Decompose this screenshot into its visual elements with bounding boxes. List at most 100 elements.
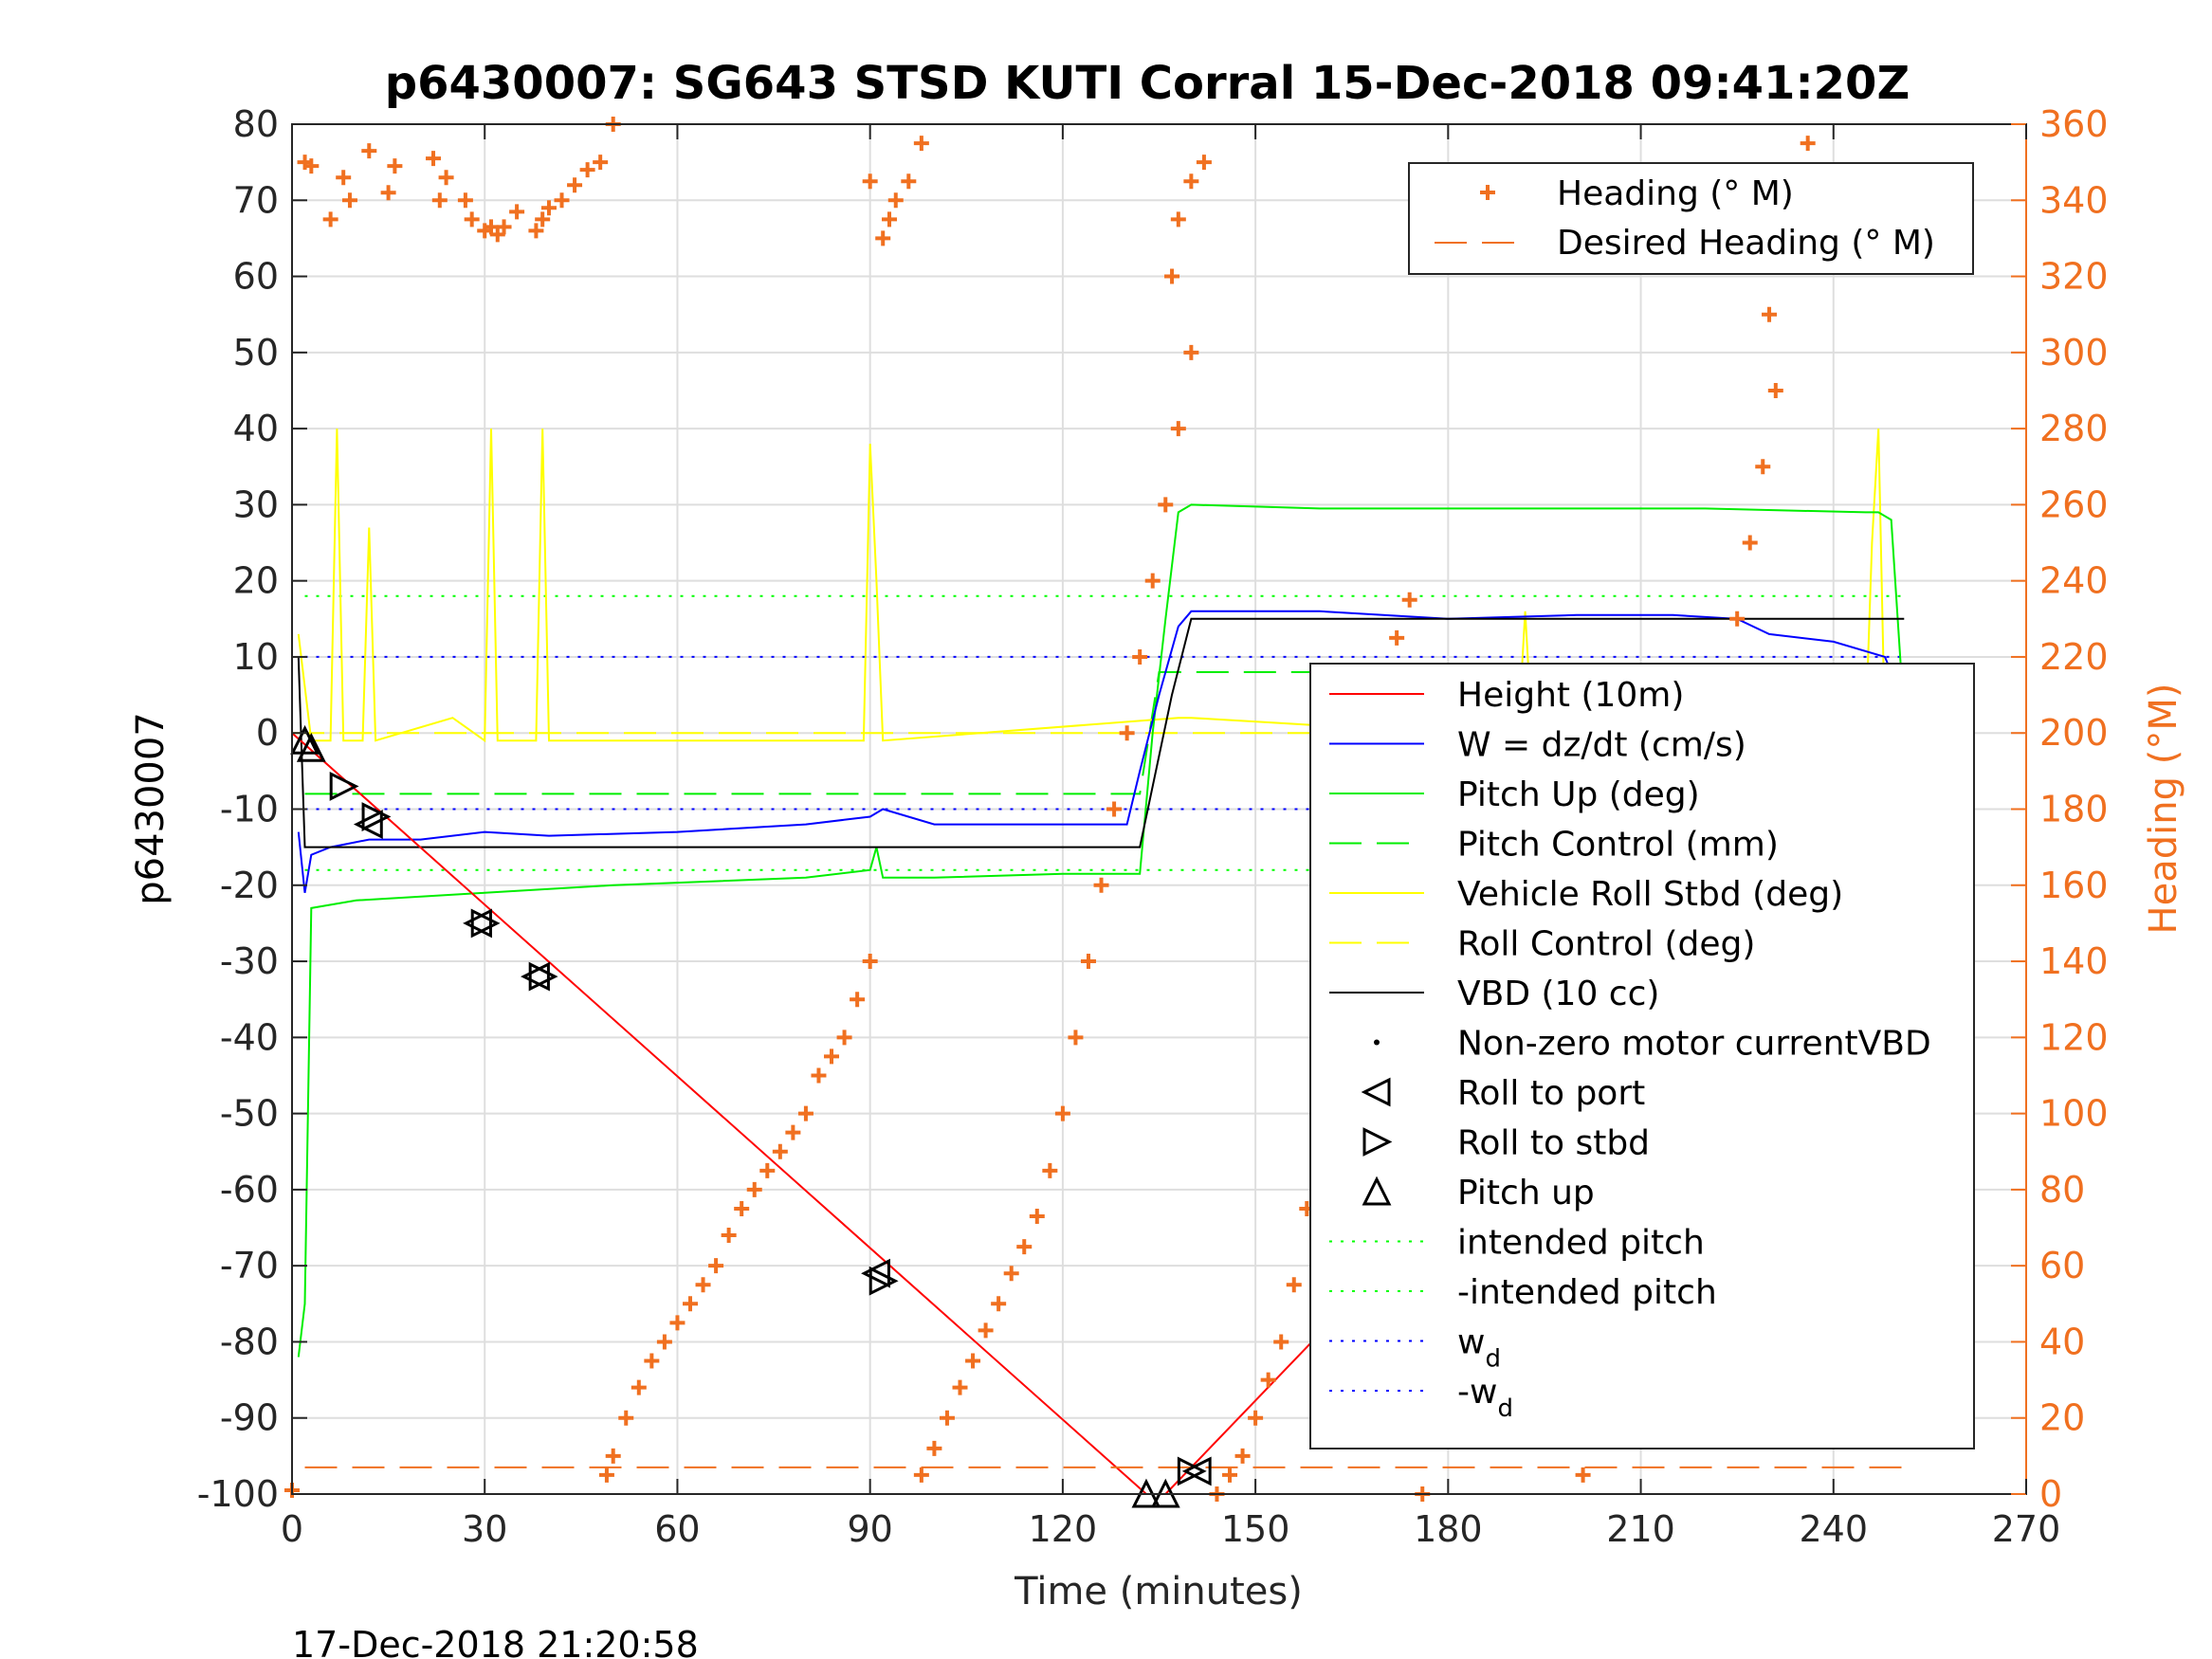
right-tick-label: 280 — [2039, 408, 2109, 449]
heading-point — [387, 158, 403, 174]
right-tick-label: 240 — [2039, 560, 2109, 602]
heading-point — [797, 1105, 814, 1121]
left-tick-label: 20 — [233, 560, 279, 602]
legend-pitch-up-marker-label: Pitch up — [1457, 1174, 1595, 1212]
heading-point — [836, 1030, 852, 1046]
heading-point — [1196, 155, 1212, 171]
right-tick-label: 40 — [2039, 1321, 2085, 1362]
heading-point — [605, 1448, 621, 1464]
heading-point — [978, 1322, 994, 1339]
left-tick-label: -70 — [220, 1245, 279, 1286]
chart-title: p6430007: SG643 STSD KUTI Corral 15-Dec-… — [385, 57, 1910, 110]
legend-height-label: Height (10m) — [1457, 676, 1684, 715]
right-tick-label: 80 — [2039, 1169, 2085, 1211]
legend-heading-label: Heading (° M) — [1557, 174, 1794, 213]
heading-legend: Heading (° M) Desired Heading (° M) — [1408, 162, 1974, 275]
heading-point — [759, 1162, 776, 1178]
left-tick-label: -90 — [220, 1397, 279, 1439]
right-tick-label: 0 — [2039, 1473, 2062, 1515]
legend-roll-to-stbd-label: Roll to stbd — [1457, 1124, 1650, 1163]
heading-point — [1029, 1208, 1045, 1224]
heading-point — [303, 158, 320, 174]
heading-point — [631, 1379, 647, 1395]
heading-point — [1401, 592, 1417, 608]
left-tick-label: -60 — [220, 1169, 279, 1211]
right-tick-label: 100 — [2039, 1093, 2109, 1135]
legend-neg-intended-pitch-label: -intended pitch — [1457, 1273, 1717, 1312]
right-tick-label: 160 — [2039, 865, 2109, 906]
heading-point — [426, 151, 442, 167]
heading-point — [1132, 648, 1148, 665]
heading-point — [457, 192, 473, 209]
heading-point — [1158, 497, 1174, 513]
heading-point — [952, 1379, 968, 1395]
left-tick-label: 0 — [256, 712, 279, 754]
vbd-series — [297, 617, 1905, 848]
heading-point — [644, 1353, 660, 1369]
heading-point — [509, 204, 525, 220]
roll-to-port-marker — [353, 810, 383, 839]
x-tick-label: 210 — [1606, 1508, 1675, 1550]
heading-point — [593, 155, 609, 171]
x-tick-label: 90 — [847, 1508, 892, 1550]
heading-point — [464, 211, 480, 228]
heading-point — [1003, 1266, 1019, 1282]
heading-point — [734, 1200, 750, 1216]
heading-point — [1016, 1239, 1033, 1255]
heading-point — [1234, 1448, 1251, 1464]
heading-point — [567, 177, 583, 193]
legend-subscript: d — [1497, 1395, 1513, 1423]
legend-heading-symbol — [1480, 185, 1495, 200]
x-tick-label: 270 — [1992, 1508, 2061, 1550]
heading-point — [811, 1067, 827, 1084]
legend-intended-pitch-label: intended pitch — [1457, 1224, 1705, 1263]
right-tick-label: 220 — [2039, 636, 2109, 678]
heading-point — [824, 1048, 840, 1065]
main-legend: Height (10m) W = dz/dt (cm/s) Pitch Up (de… — [1309, 663, 1975, 1449]
heading-point — [682, 1296, 698, 1312]
heading-point — [965, 1353, 981, 1369]
heading-point — [483, 219, 499, 235]
heading-point — [1054, 1105, 1070, 1121]
heading-point — [708, 1258, 724, 1274]
right-axis-label: Heading (°M) — [2142, 684, 2185, 935]
left-tick-label: 80 — [233, 103, 279, 145]
heading-point — [1093, 877, 1109, 893]
x-tick-label: 60 — [654, 1508, 700, 1550]
legend-subscript: d — [1485, 1345, 1501, 1374]
legend-desired-heading-label: Desired Heading (° M) — [1557, 224, 1935, 263]
heading-point — [850, 992, 866, 1008]
roll-to-port-marker — [1181, 1456, 1212, 1486]
heading-point — [1042, 1162, 1058, 1178]
heading-point — [881, 211, 897, 228]
left-tick-label: -80 — [220, 1321, 279, 1362]
heading-point — [1755, 459, 1771, 475]
heading-point — [496, 219, 512, 235]
left-tick-label: 50 — [233, 332, 279, 374]
left-tick-label: -20 — [220, 865, 279, 906]
left-tick-label: -10 — [220, 789, 279, 830]
pitch-up-marker — [296, 732, 326, 762]
right-tick-label: 200 — [2039, 712, 2109, 754]
heading-point — [913, 136, 929, 152]
heading-point — [322, 211, 338, 228]
heading-point — [1080, 954, 1096, 970]
legend-roll-control-label: Roll Control (deg) — [1457, 925, 1755, 964]
right-axis-ticks: 3603403203002802602402202001801601401201… — [2011, 103, 2109, 1515]
heading-point — [746, 1181, 762, 1197]
heading-point — [695, 1277, 711, 1293]
legend-vehicle-roll-label: Vehicle Roll Stbd (deg) — [1457, 875, 1843, 914]
left-tick-label: -40 — [220, 1016, 279, 1058]
heading-point — [528, 223, 544, 239]
heading-point — [1106, 801, 1123, 817]
heading-point — [1164, 268, 1180, 284]
right-tick-label: 60 — [2039, 1245, 2085, 1286]
x-tick-label: 30 — [462, 1508, 507, 1550]
roll-to-port-marker — [463, 908, 492, 939]
legend-pitch-up-marker-symbol — [1362, 1176, 1392, 1206]
heading-point — [1222, 1467, 1238, 1483]
legend-roll-to-stbd-symbol — [1362, 1127, 1393, 1157]
heading-point — [913, 1467, 929, 1483]
roll-to-stbd-marker — [528, 961, 558, 992]
